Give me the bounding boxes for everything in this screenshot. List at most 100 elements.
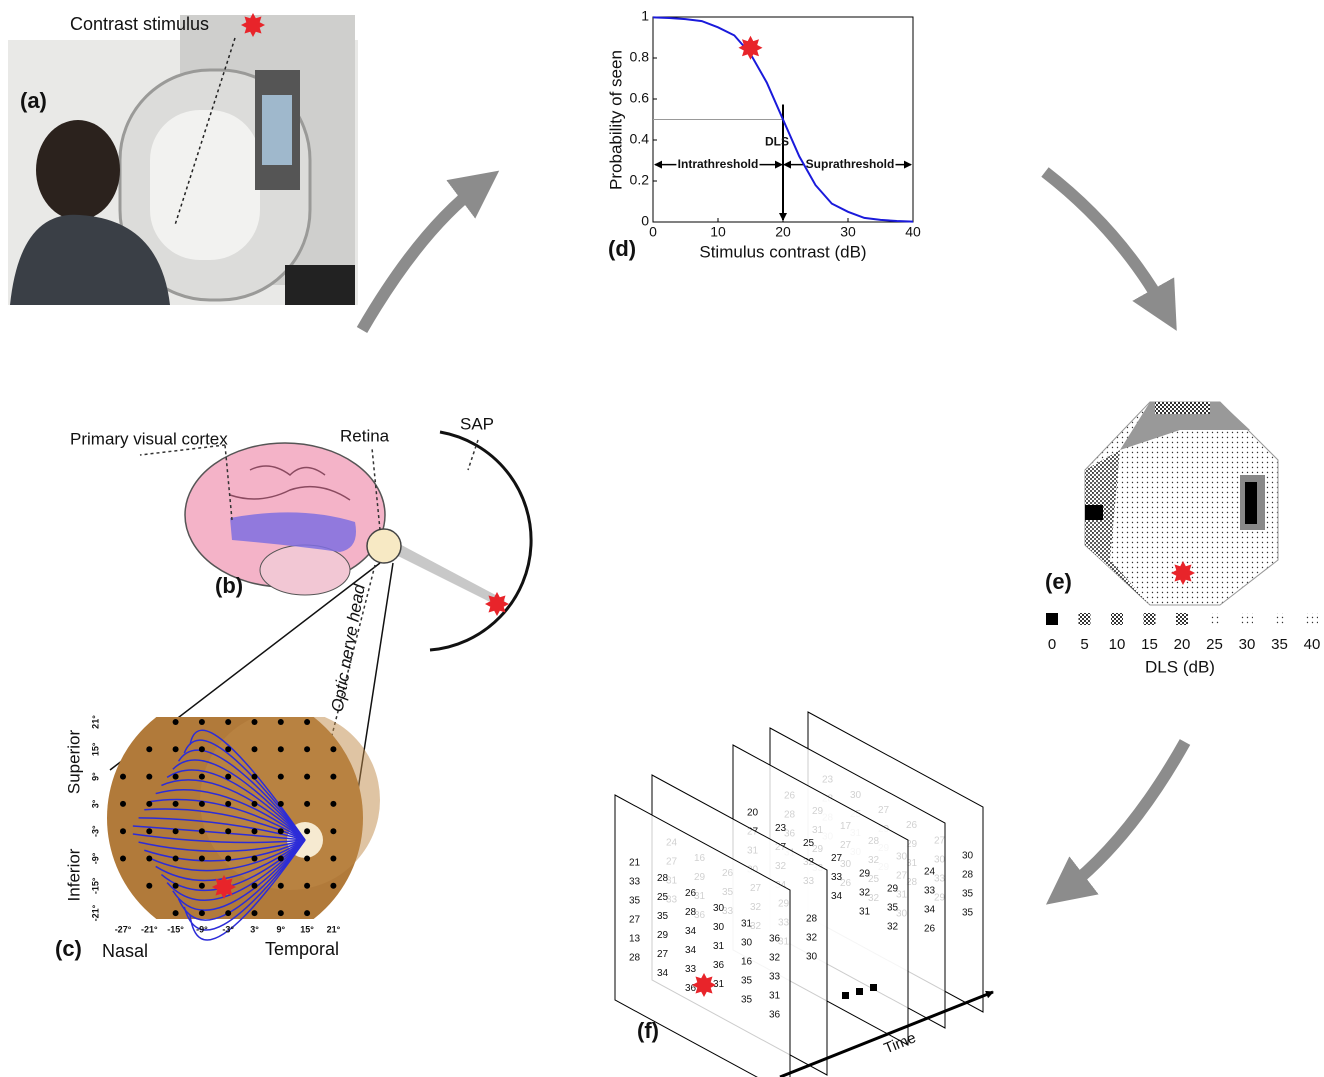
stimulus-star <box>1171 561 1195 585</box>
test-point <box>330 773 337 780</box>
nerve-fiber <box>144 808 306 841</box>
test-point <box>172 746 179 753</box>
scale-swatch <box>1306 613 1318 625</box>
field-value: 30 <box>713 903 725 914</box>
test-point <box>304 773 311 780</box>
test-point <box>330 800 337 807</box>
nerve-fiber <box>138 839 306 853</box>
y-tick-label: 0.6 <box>630 90 650 106</box>
curve <box>652 16 914 223</box>
field-value: 31 <box>859 906 871 917</box>
field-map <box>1084 401 1279 606</box>
nerve-fiber <box>183 739 306 841</box>
test-point <box>304 828 311 835</box>
field-value: 30 <box>806 952 818 963</box>
scale-tick-label: 15 <box>1141 636 1158 653</box>
test-point <box>172 882 179 889</box>
plane <box>614 794 791 1077</box>
nerve-fiber <box>149 839 306 872</box>
y-tick-label: -9° <box>90 852 100 864</box>
superior-label: Superior <box>64 730 83 795</box>
scale-axis-label: DLS (dB) <box>1145 657 1215 676</box>
test-point <box>251 746 258 753</box>
y-tick-label: 21° <box>90 715 100 729</box>
test-point <box>198 719 205 725</box>
x-tick-label: -15° <box>167 924 184 934</box>
scale-swatch <box>1078 613 1091 625</box>
nerve-fiber <box>166 769 306 841</box>
test-point <box>225 773 232 780</box>
field-series: 23 30 27 26 27 30 28 25 29 29 30 28 28 31 29 31 33 35 30 30… <box>614 711 984 1077</box>
field-value: 35 <box>962 908 974 919</box>
test-point <box>225 746 232 753</box>
scale-swatch <box>1176 613 1188 625</box>
field-value: 28 <box>806 914 818 925</box>
nerve-fiber <box>172 839 306 911</box>
test-points <box>120 719 337 917</box>
nerve-fiber <box>155 788 306 841</box>
panel-label: (e) <box>1045 569 1072 594</box>
stimulus-star <box>738 35 763 60</box>
field-value: 34 <box>924 905 936 916</box>
scale-tick-label: 5 <box>1080 636 1088 653</box>
nerve-fiber <box>144 839 306 862</box>
test-point <box>225 719 232 725</box>
sap-label: SAP <box>460 414 494 433</box>
nerve-fiber <box>132 833 306 844</box>
field-value: 33 <box>831 872 843 883</box>
nerve-fiber <box>172 759 306 841</box>
field-value: 27 <box>629 915 641 926</box>
cortex-label: Primary visual cortex <box>70 429 228 448</box>
field-value: 29 <box>657 930 669 941</box>
x-tick-label: 3° <box>250 924 259 934</box>
field-value: 16 <box>741 956 753 967</box>
field-value: 26 <box>924 924 936 935</box>
test-point <box>251 882 258 889</box>
field-value: 35 <box>741 975 753 986</box>
test-point <box>120 828 126 835</box>
field-value: 21 <box>629 858 641 869</box>
field-value: 35 <box>657 911 669 922</box>
scale-swatch <box>1273 613 1286 625</box>
test-point <box>146 746 153 753</box>
test-point <box>172 773 179 780</box>
x-tick-label: 9° <box>276 924 285 934</box>
test-point <box>146 828 153 835</box>
x-tick-label: -9° <box>196 924 208 934</box>
scale-swatch <box>1143 613 1156 625</box>
intra-label: Intrathreshold <box>678 157 759 171</box>
test-point <box>277 746 284 753</box>
brain-illustration <box>109 430 533 831</box>
test-point <box>251 773 258 780</box>
test-point <box>304 746 311 753</box>
field-value: 28 <box>685 907 697 918</box>
field-value: 35 <box>741 994 753 1005</box>
test-point <box>304 855 311 862</box>
temporal-label: Temporal <box>265 939 339 959</box>
test-point <box>251 800 258 807</box>
field-value: 34 <box>831 891 843 902</box>
x-tick-label: 30 <box>840 224 856 240</box>
x-tick-label: -3° <box>222 924 234 934</box>
y-tick-label: -15° <box>90 877 100 894</box>
flow-arrow <box>1045 739 1191 905</box>
stimulus-star <box>241 13 265 37</box>
test-point <box>120 855 126 862</box>
field-value: 31 <box>713 941 725 952</box>
x-tick-label: -27° <box>115 924 132 934</box>
field-value: 36 <box>713 960 725 971</box>
retina-label: Retina <box>340 426 390 445</box>
test-point <box>330 828 337 835</box>
time-axis <box>779 990 994 1077</box>
test-point <box>146 800 153 807</box>
test-point <box>172 828 179 835</box>
scale-tick-label: 25 <box>1206 636 1223 653</box>
field-value: 30 <box>962 851 974 862</box>
test-point <box>304 882 311 889</box>
test-point <box>330 746 337 753</box>
field-value: 29 <box>859 868 871 879</box>
supra-label: Suprathreshold <box>806 157 895 171</box>
nerve-label: Optic nerve head <box>328 582 369 713</box>
y-tick-label: 1 <box>641 8 649 24</box>
